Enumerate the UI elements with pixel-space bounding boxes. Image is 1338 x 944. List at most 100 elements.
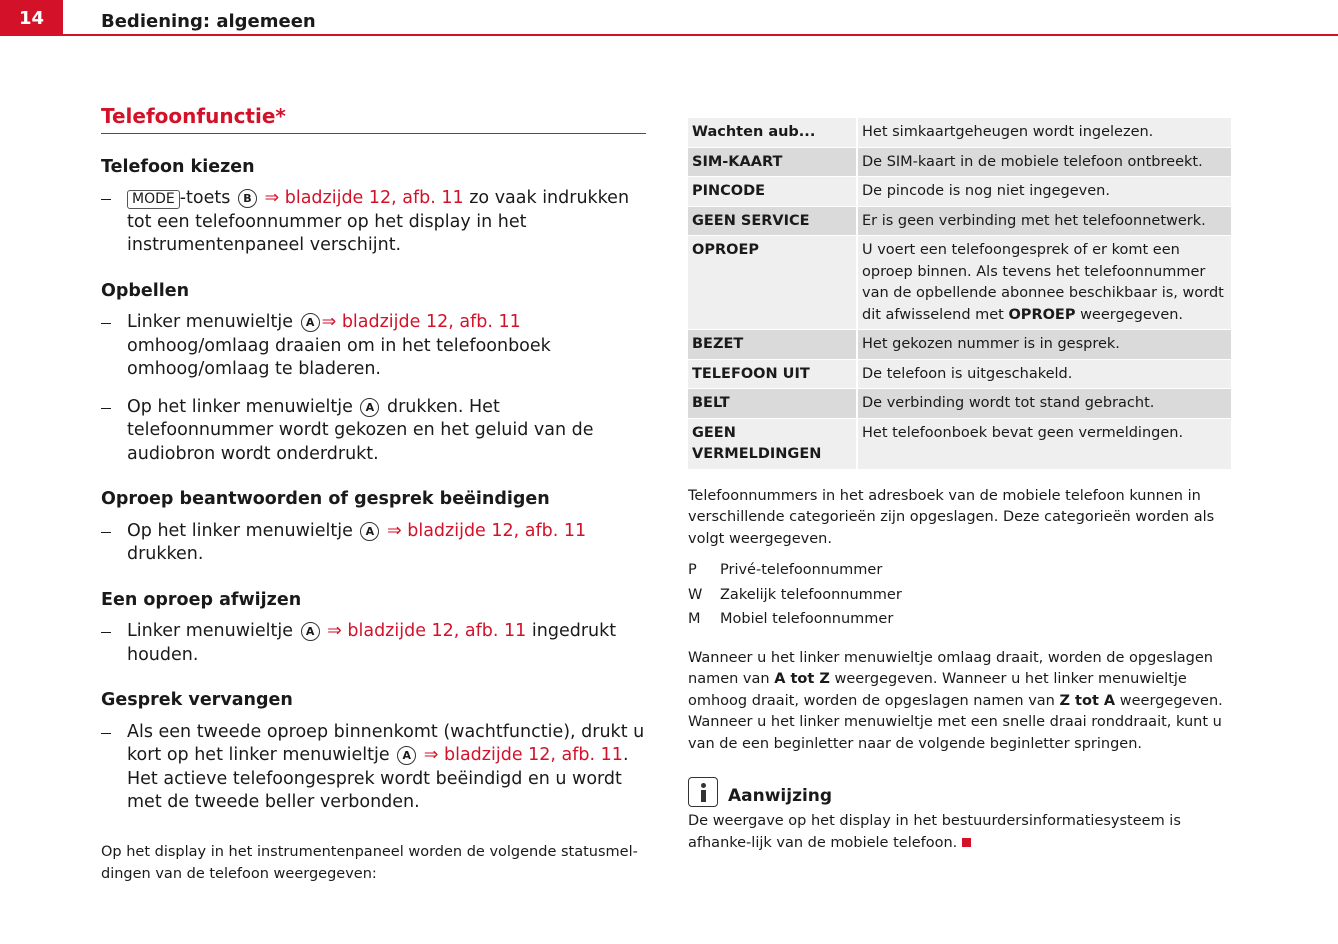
table-cell: Wachten aub...	[688, 118, 858, 147]
text-link: ⇒ bladzijde 12, afb. 11	[258, 188, 464, 208]
list-letter: P	[688, 562, 697, 578]
text-text: drukken.	[127, 544, 204, 564]
page-number: 14	[0, 0, 63, 36]
item-text: Als een tweede oproep binnenkomt (wachtf…	[127, 722, 644, 813]
header-title: Bediening: algemeen	[101, 11, 316, 32]
text-link: ⇒ bladzijde 12, afb. 11	[321, 312, 521, 332]
text-text: weergegeven.	[1075, 306, 1184, 323]
paragraph: Wanneer u het linker menuwieltje omlaag …	[688, 648, 1231, 756]
bullet-item: MODE -toets B ⇒ bladzijde 12, afb. 11 zo …	[101, 187, 646, 258]
table-row: Wachten aub... Het simkaartgeheugen wordt…	[688, 118, 1231, 147]
subheading: Oproep beantwoorden of gesprek beëindige…	[101, 489, 550, 509]
table-row: SIM-KAART De SIM-kaart in de mobiele tele…	[688, 147, 1231, 176]
table-cell: Het gekozen nummer is in gesprek.	[858, 330, 1231, 359]
dash	[101, 531, 111, 533]
note-text: De weergave op het display in het bestuu…	[688, 813, 1181, 851]
text-text: Wanneer u het linker menuwieltje omlaag …	[688, 649, 1213, 688]
paragraph: Op het display in het instrumentenpaneel…	[101, 843, 638, 882]
text-link: ⇒ bladzijde 12, afb. 11	[418, 745, 623, 765]
dash	[101, 323, 111, 324]
subheading: Gesprek vervangen	[101, 690, 293, 710]
text-text: Op het linker menuwieltje	[127, 520, 359, 541]
table-cell: Het telefoonboek bevat geen vermeldingen…	[858, 418, 1231, 469]
dash	[101, 199, 111, 200]
table-cell: U voert een telefoongesprek of er komt e…	[858, 236, 1231, 329]
table-cell: GEEN SERVICE	[688, 206, 858, 235]
note-heading: Aanwijzing	[688, 777, 1231, 807]
text-link: ⇒ bladzijde 12, afb. 11	[321, 621, 527, 641]
text-text: . Het actieve telefoongesprek wordt beëi…	[127, 745, 629, 812]
status-table: Wachten aub... Het simkaartgeheugen wordt…	[688, 117, 1231, 470]
table-cell: TELEFOON UIT	[688, 359, 858, 388]
text-bold: Z tot A	[1059, 692, 1116, 709]
table-cell: OPROEP	[688, 236, 858, 329]
table-cell: De telefoon is uitgeschakeld.	[858, 359, 1231, 388]
bullet-item: Op het linker menuwieltje A drukken. Het…	[101, 396, 646, 467]
item-text: Linker menuwieltje A ⇒ bladzijde 12, afb.…	[127, 312, 551, 379]
text-text: drukken. Het telefoonnummer wordt gekoze…	[127, 396, 594, 464]
dash	[101, 407, 111, 409]
left-column: Telefoonfunctie* Telefoon kiezen MODE -toe…	[101, 104, 646, 885]
text-circle: A	[360, 521, 380, 541]
list-text: Zakelijk telefoonnummer	[720, 586, 902, 603]
bullet-item: Op het linker menuwieltje A ⇒ bladzijde …	[101, 520, 646, 567]
table-row: BELT De verbinding wordt tot stand gebrac…	[688, 389, 1231, 418]
text-circle: B	[237, 189, 257, 209]
item-text: MODE -toets B ⇒ bladzijde 12, afb. 11 zo …	[127, 188, 629, 255]
table-row: BEZET Het gekozen nummer is in gesprek.	[688, 330, 1231, 359]
text-bold: OPROEP	[1008, 306, 1076, 323]
text-circle: A	[300, 313, 320, 333]
section-title: Telefoonfunctie*	[101, 104, 646, 134]
text-text: Linker menuwieltje	[127, 312, 299, 332]
table-row: GEEN VERMELDINGEN Het telefoonboek bevat …	[688, 418, 1231, 469]
text-key: MODE	[127, 190, 180, 209]
text-text: Linker menuwieltje	[127, 621, 299, 641]
table-cell: De SIM-kaart in de mobiele telefoon ontb…	[858, 147, 1231, 176]
item-text: Linker menuwieltje A ⇒ bladzijde 12, afb…	[127, 621, 616, 665]
table-cell: Het simkaartgeheugen wordt ingelezen.	[858, 118, 1231, 147]
list-letter: W	[688, 586, 703, 603]
text-text: Als een tweede oproep binnenkomt (wachtf…	[127, 721, 645, 766]
dash	[101, 632, 111, 633]
right-column: Wachten aub... Het simkaartgeheugen wordt…	[688, 118, 1231, 854]
bullet-item: Linker menuwieltje A ⇒ bladzijde 12, afb.…	[101, 311, 646, 382]
list-text: Mobiel telefoonnummer	[720, 611, 894, 627]
text-link: ⇒ bladzijde 12, afb. 11	[381, 520, 587, 541]
text-text: omhoog/omlaag draaien om in het telefoon…	[127, 335, 551, 380]
list-text: Privé-telefoonnummer	[720, 562, 883, 578]
text-circle: A	[300, 622, 320, 642]
category-list: P Privé-telefoonnummer W Zakelijk telefoonn…	[688, 558, 1231, 632]
subheading: Opbellen	[101, 280, 190, 301]
list-item: M Mobiel telefoonnummer	[688, 607, 1231, 632]
text-text: -toets	[179, 188, 236, 208]
table-cell: Er is geen verbinding met het telefoonne…	[858, 206, 1231, 235]
text-text: Op het linker menuwieltje	[127, 396, 359, 417]
note: De weergave op het display in het bestuu…	[688, 811, 1231, 854]
table-cell: PINCODE	[688, 177, 858, 206]
text-text: U voert een telefoongesprek of er komt e…	[862, 242, 1224, 323]
table-row: TELEFOON UIT De telefoon is uitgeschakeld…	[688, 359, 1231, 388]
text-text: weergegeven. Wanneer u het linker menuwi…	[688, 671, 1187, 709]
table-cell: BEZET	[688, 330, 858, 359]
text-text: ingedrukt houden.	[127, 621, 617, 665]
list-item: P Privé-telefoonnummer	[688, 558, 1231, 583]
note-title: Aanwijzing	[728, 785, 833, 806]
list-letter: M	[688, 611, 701, 627]
text-circle: A	[397, 746, 417, 766]
list-item: W Zakelijk telefoonnummer	[688, 583, 1231, 608]
item-text: Op het linker menuwieltje A drukken. Het…	[127, 397, 594, 464]
subheading: Telefoon kiezen	[101, 156, 255, 177]
table-cell: De verbinding wordt tot stand gebracht.	[858, 389, 1231, 418]
text-text: zo vaak indrukken tot een telefoonnummer…	[127, 188, 630, 255]
table-row: PINCODE De pincode is nog niet ingegeven.	[688, 177, 1231, 206]
text-bold: A tot Z	[774, 671, 830, 687]
table-row: OPROEP U voert een telefoongesprek of er …	[688, 236, 1231, 329]
table-row: GEEN SERVICE Er is geen verbinding met he…	[688, 206, 1231, 235]
bullet-item: Als een tweede oproep binnenkomt (wachtf…	[101, 721, 646, 815]
text-circle: A	[360, 397, 380, 417]
bullet-item: Linker menuwieltje A ⇒ bladzijde 12, afb…	[101, 620, 646, 667]
paragraph: Telefoonnummers in het adresboek van de …	[688, 487, 1215, 547]
table-cell: BELT	[688, 389, 858, 418]
item-text: Op het linker menuwieltje A ⇒ bladzijde …	[127, 521, 586, 565]
